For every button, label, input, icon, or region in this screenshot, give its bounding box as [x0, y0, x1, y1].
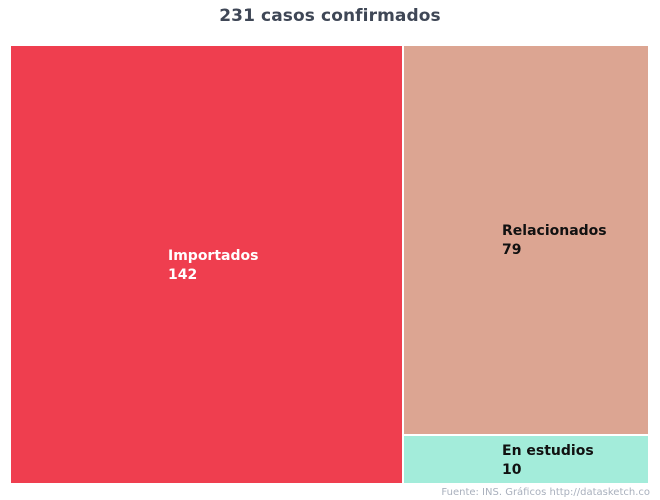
tile-label-relacionados: Relacionados 79 [502, 222, 607, 260]
source-note: Fuente: INS. Gráficos http://datasketch.… [441, 487, 650, 498]
tile-label-en-estudios: En estudios 10 [502, 442, 594, 480]
tile-name: Relacionados [502, 223, 607, 239]
tile-label-importados: Importados 142 [168, 247, 258, 285]
chart-title: 231 casos confirmados [219, 6, 441, 26]
tile-name: En estudios [502, 443, 594, 459]
tile-value: 10 [502, 462, 522, 478]
tile-value: 142 [168, 267, 198, 283]
tile-value: 79 [502, 242, 522, 258]
tile-importados[interactable]: Importados 142 [10, 45, 403, 484]
tile-name: Importados [168, 248, 259, 264]
tile-en-estudios[interactable]: En estudios 10 [403, 435, 649, 484]
treemap-area: Importados 142 Relacionados 79 En estudios 10 [10, 45, 649, 484]
tile-relacionados[interactable]: Relacionados 79 [403, 45, 649, 435]
